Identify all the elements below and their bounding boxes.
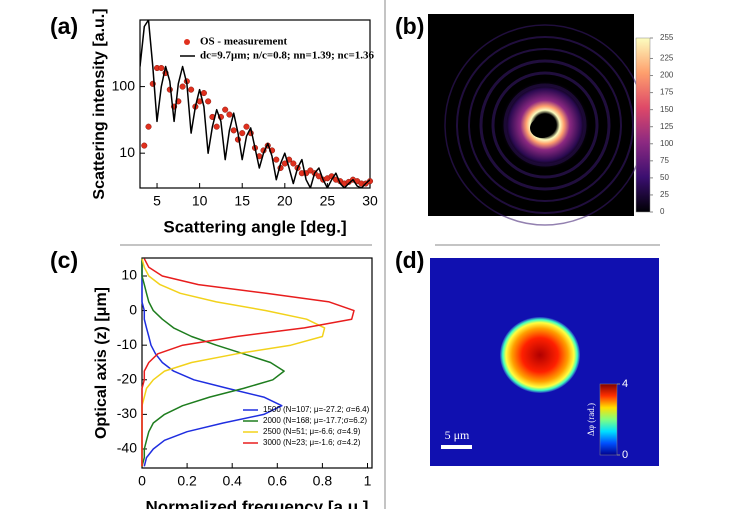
data-point bbox=[205, 98, 212, 105]
data-point bbox=[179, 83, 186, 90]
colorbar-tick-label: 200 bbox=[660, 71, 674, 80]
colorbar-tick-label: 225 bbox=[660, 54, 674, 63]
x-tick-label: 0.4 bbox=[222, 473, 242, 489]
legend-marker bbox=[184, 39, 190, 45]
legend-label: 2500 (N=51; μ=-6.6; σ=4.9) bbox=[263, 427, 361, 436]
panel-label: (b) bbox=[395, 13, 424, 39]
data-line bbox=[141, 258, 285, 467]
x-tick-label: 5 bbox=[153, 193, 161, 209]
y-tick-label: 10 bbox=[121, 267, 137, 283]
colorbar-tick-label: 0 bbox=[660, 207, 665, 216]
colorbar bbox=[635, 37, 651, 213]
x-tick-label: 0.2 bbox=[177, 473, 197, 489]
y-tick-label: -40 bbox=[117, 440, 137, 456]
x-tick-label: 0 bbox=[138, 473, 146, 489]
legend-label: 1500 (N=107; μ=-27.2; σ=6.4) bbox=[263, 405, 370, 414]
x-tick-label: 25 bbox=[320, 193, 336, 209]
colorbar-tick-label: 4 bbox=[622, 378, 628, 390]
colorbar bbox=[599, 383, 618, 456]
colorbar-tick-label: 175 bbox=[660, 88, 674, 97]
data-point bbox=[141, 142, 148, 149]
data-point bbox=[188, 86, 195, 93]
colorbar-tick-label: 100 bbox=[660, 139, 674, 148]
colorbar-tick-label: 255 bbox=[660, 33, 674, 42]
legend-label: 3000 (N=23; μ=-1.6; σ=4.2) bbox=[263, 438, 361, 447]
colorbar-tick-label: 0 bbox=[622, 449, 628, 461]
x-tick-label: 15 bbox=[234, 193, 250, 209]
colorbar-tick-label: 125 bbox=[660, 122, 674, 131]
data-line bbox=[140, 20, 370, 188]
y-tick-label: -30 bbox=[117, 405, 137, 421]
y-tick-label: -20 bbox=[117, 370, 137, 386]
plot-frame bbox=[141, 257, 373, 469]
colorbar-tick-label: 25 bbox=[660, 190, 669, 199]
legend-label: 2000 (N=168; μ=-17.7;σ=6.2) bbox=[263, 416, 367, 425]
scale-bar-label: 5 μm bbox=[445, 428, 470, 442]
y-tick-label: 10 bbox=[119, 144, 135, 160]
data-point bbox=[239, 130, 246, 137]
y-tick-label: -10 bbox=[117, 336, 137, 352]
panel-label: (a) bbox=[50, 13, 78, 39]
legend-label: OS - measurement bbox=[200, 36, 288, 48]
x-tick-label: 10 bbox=[192, 193, 208, 209]
y-axis-label: Scattering intensity [a.u.] bbox=[91, 8, 108, 199]
phase-image bbox=[430, 258, 659, 466]
scatter-image bbox=[428, 14, 646, 226]
data-point bbox=[222, 106, 229, 113]
x-tick-label: 0.6 bbox=[268, 473, 288, 489]
y-tick-label: 100 bbox=[112, 77, 136, 93]
data-point bbox=[243, 123, 250, 130]
x-tick-label: 20 bbox=[277, 193, 293, 209]
data-point bbox=[230, 127, 237, 134]
data-point bbox=[273, 156, 280, 163]
colorbar-tick-label: 75 bbox=[660, 156, 669, 165]
x-tick-label: 30 bbox=[362, 193, 378, 209]
x-tick-label: 0.8 bbox=[313, 473, 333, 489]
y-axis-label: Optical axis (z) [μm] bbox=[93, 287, 110, 439]
data-point bbox=[366, 178, 374, 185]
plot-frame bbox=[139, 19, 371, 189]
legend-label: dc=9.7μm; n/c=0.8; nn=1.39; nc=1.36 bbox=[200, 50, 375, 62]
data-point bbox=[200, 89, 207, 97]
data-line bbox=[141, 258, 283, 467]
colorbar-tick-label: 50 bbox=[660, 173, 669, 182]
x-axis-label: Scattering angle [deg.] bbox=[163, 217, 346, 236]
data-point bbox=[307, 167, 314, 174]
colorbar-tick-label: 150 bbox=[660, 105, 674, 114]
data-point bbox=[290, 160, 297, 167]
data-line bbox=[141, 258, 355, 467]
data-point bbox=[145, 123, 152, 130]
data-point bbox=[158, 64, 165, 72]
x-tick-label: 1 bbox=[364, 473, 372, 489]
y-tick-label: 0 bbox=[129, 301, 137, 317]
x-axis-label: Normalized frequency [a.u.] bbox=[146, 497, 369, 509]
panel-label: (c) bbox=[50, 247, 78, 273]
colorbar-label: Δφ (rad.) bbox=[586, 403, 596, 436]
data-point bbox=[226, 111, 233, 118]
panel-label: (d) bbox=[395, 247, 424, 273]
data-point bbox=[213, 123, 220, 130]
